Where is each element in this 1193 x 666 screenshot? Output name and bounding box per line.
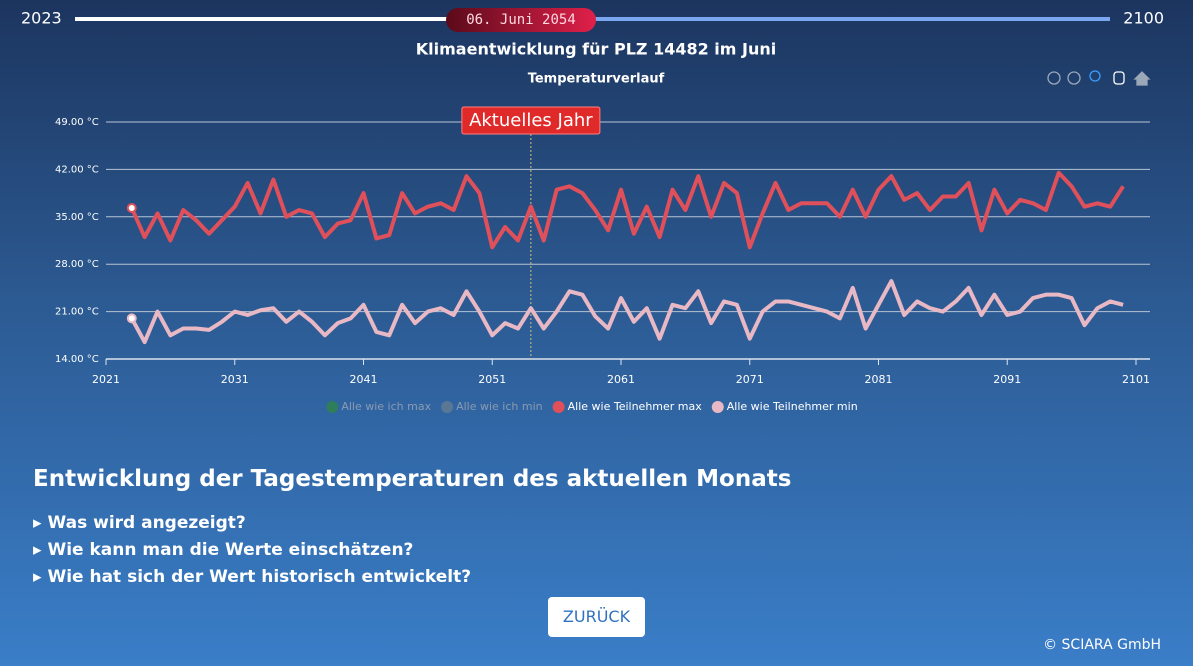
- home[interactable]: [1133, 71, 1151, 86]
- page-title: Klimaentwicklung für PLZ 14482 im Juni: [416, 40, 777, 59]
- toolbar: [1047, 70, 1151, 86]
- back-button[interactable]: ZURÜCK: [548, 597, 645, 637]
- legend-label: Alle wie Teilnehmer max: [568, 400, 703, 413]
- disclosure[interactable]: ▸ Wie hat sich der Wert historisch entwi…: [33, 567, 472, 587]
- legend-item[interactable]: Alle wie Teilnehmer max: [552, 400, 703, 413]
- slider-current: 06. Juni 2054: [466, 12, 576, 28]
- legend-item[interactable]: Alle wie ich max: [326, 400, 432, 413]
- disclosure-label: Was wird angezeigt?: [47, 513, 246, 533]
- disclosure[interactable]: ▸ Was wird angezeigt?: [33, 513, 246, 533]
- legend-label: Alle wie Teilnehmer min: [727, 400, 858, 413]
- chart-title: Temperaturverlauf: [528, 72, 665, 87]
- slider-start: 2023: [21, 9, 62, 28]
- footer: © SCIARA GmbH: [1043, 637, 1161, 653]
- x-tick-label: 2021: [92, 373, 120, 386]
- legend-swatch: [441, 401, 454, 413]
- series-start-marker: [126, 202, 137, 213]
- legend-swatch: [552, 401, 565, 413]
- y-tick-label: 35.00 °C: [55, 212, 99, 223]
- x-tick-label: 2091: [993, 373, 1021, 386]
- series-line: [129, 170, 1125, 250]
- x-tick-label: 2041: [350, 373, 378, 386]
- x-tick-label: 2081: [865, 373, 893, 386]
- legend-swatch: [326, 401, 339, 413]
- disclosure[interactable]: ▸ Wie kann man die Werte einschätzen?: [33, 540, 414, 560]
- disclosure-label: Wie kann man die Werte einschätzen?: [47, 540, 414, 560]
- legend-swatch: [711, 401, 724, 413]
- y-tick-label: 49.00 °C: [55, 117, 99, 128]
- annotation-label: Aktuelles Jahr: [469, 110, 593, 131]
- zoom-out[interactable]: [1067, 71, 1081, 85]
- y-tick-label: 42.00 °C: [55, 164, 99, 175]
- disclosure-label: Wie hat sich der Wert historisch entwick…: [47, 567, 472, 587]
- legend-item[interactable]: Alle wie Teilnehmer min: [711, 400, 858, 413]
- slider-end: 2100: [1123, 9, 1164, 28]
- y-tick-label: 14.00 °C: [55, 354, 99, 365]
- legend-label: Alle wie ich min: [456, 400, 543, 413]
- annotation-box: [461, 106, 601, 135]
- y-tick-label: 28.00 °C: [55, 259, 99, 270]
- slider-handle[interactable]: [446, 8, 596, 32]
- section-heading: Entwicklung der Tagestemperaturen des ak…: [33, 466, 792, 492]
- x-tick-label: 2031: [221, 373, 249, 386]
- series-start-marker: [126, 313, 137, 324]
- zoom[interactable]: [1089, 70, 1101, 82]
- x-tick-label: 2071: [736, 373, 764, 386]
- legend: Alle wie ich max Alle wie ich min Alle wie…: [326, 400, 858, 413]
- y-tick-label: 21.00 °C: [55, 307, 99, 318]
- series-line: [129, 279, 1124, 345]
- legend-label: Alle wie ich max: [341, 400, 431, 413]
- x-tick-label: 2051: [478, 373, 506, 386]
- x-tick-label: 2061: [607, 373, 635, 386]
- pan[interactable]: [1113, 71, 1125, 85]
- zoom-in[interactable]: [1047, 71, 1061, 85]
- legend-item[interactable]: Alle wie ich min: [441, 400, 543, 413]
- x-tick-label: 2101: [1122, 373, 1150, 386]
- info-section: Entwicklung der Tagestemperaturen des ak…: [33, 466, 791, 591]
